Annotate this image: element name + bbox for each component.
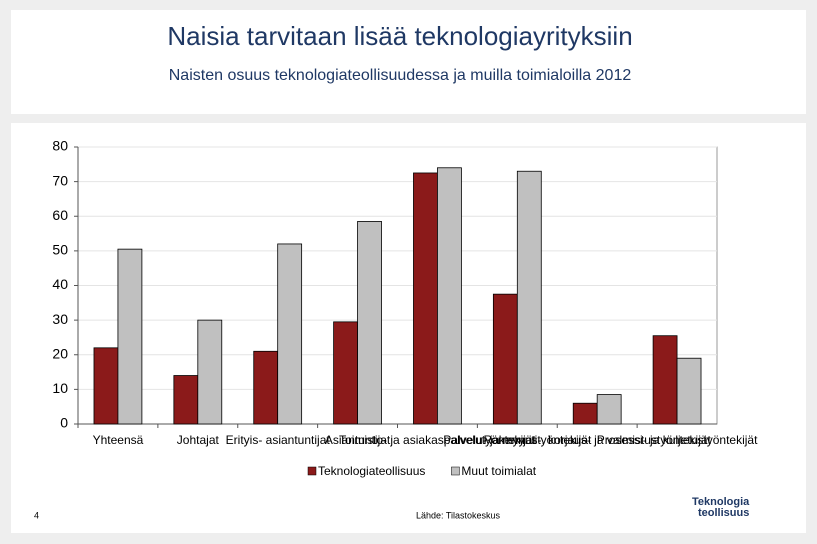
bar xyxy=(93,347,119,425)
y-tick-label: 10 xyxy=(52,380,68,396)
legend-label: Teknologiateollisuus xyxy=(318,464,425,478)
y-tick-label: 70 xyxy=(52,172,68,188)
logo-line: teollisuus xyxy=(698,507,749,519)
x-tick-label: Asiantuntijat xyxy=(325,433,391,447)
title-box xyxy=(11,10,806,114)
source: Lähde: Tilastokeskus xyxy=(416,510,501,520)
bar xyxy=(492,293,518,425)
bar xyxy=(437,167,462,425)
y-tick-label: 40 xyxy=(52,276,68,292)
y-tick-label: 50 xyxy=(52,242,68,258)
legend-label: Muut toimialat xyxy=(461,464,536,478)
legend-swatch xyxy=(307,466,317,476)
x-tick-label: Erityis- asiantuntijat xyxy=(226,433,331,447)
y-tick-label: 80 xyxy=(52,138,68,154)
chart-title: Naisia tarvitaan lisää teknologiayrityks… xyxy=(167,21,632,51)
x-tick-label: Johtajat xyxy=(177,433,220,447)
bar xyxy=(277,243,303,425)
bar xyxy=(516,170,542,425)
y-tick-label: 0 xyxy=(60,415,68,431)
x-tick-label: Toimisto- ja asiakaspalvelutyöntekijät xyxy=(339,433,536,447)
bar xyxy=(333,321,358,425)
bar xyxy=(676,357,702,425)
y-tick-label: 20 xyxy=(52,345,68,361)
y-tick-label: 30 xyxy=(52,311,68,327)
bar xyxy=(357,221,382,425)
x-tick-label: Palvelu- ja myyntityöntekijät xyxy=(443,433,592,447)
bar xyxy=(596,394,622,425)
legend-swatch xyxy=(451,466,460,476)
page-number: 4 xyxy=(34,510,39,520)
bar xyxy=(572,402,598,425)
x-tick-label: Prosessi- ja kuljetustyöntekijät xyxy=(597,433,758,447)
bar xyxy=(652,335,678,425)
x-tick-label: Yhteensä xyxy=(93,433,144,447)
bar xyxy=(413,172,438,425)
chart-subtitle: Naisten osuus teknologiateollisuudessa j… xyxy=(169,67,632,84)
x-tick-label: Rakennus-, korjaus- ja valmistustyönteki… xyxy=(483,433,711,447)
y-tick-label: 60 xyxy=(52,207,68,223)
bar xyxy=(197,319,223,425)
logo-line: Teknologia xyxy=(692,496,750,508)
bar xyxy=(117,248,143,425)
bar xyxy=(173,375,199,425)
bar xyxy=(253,350,279,425)
